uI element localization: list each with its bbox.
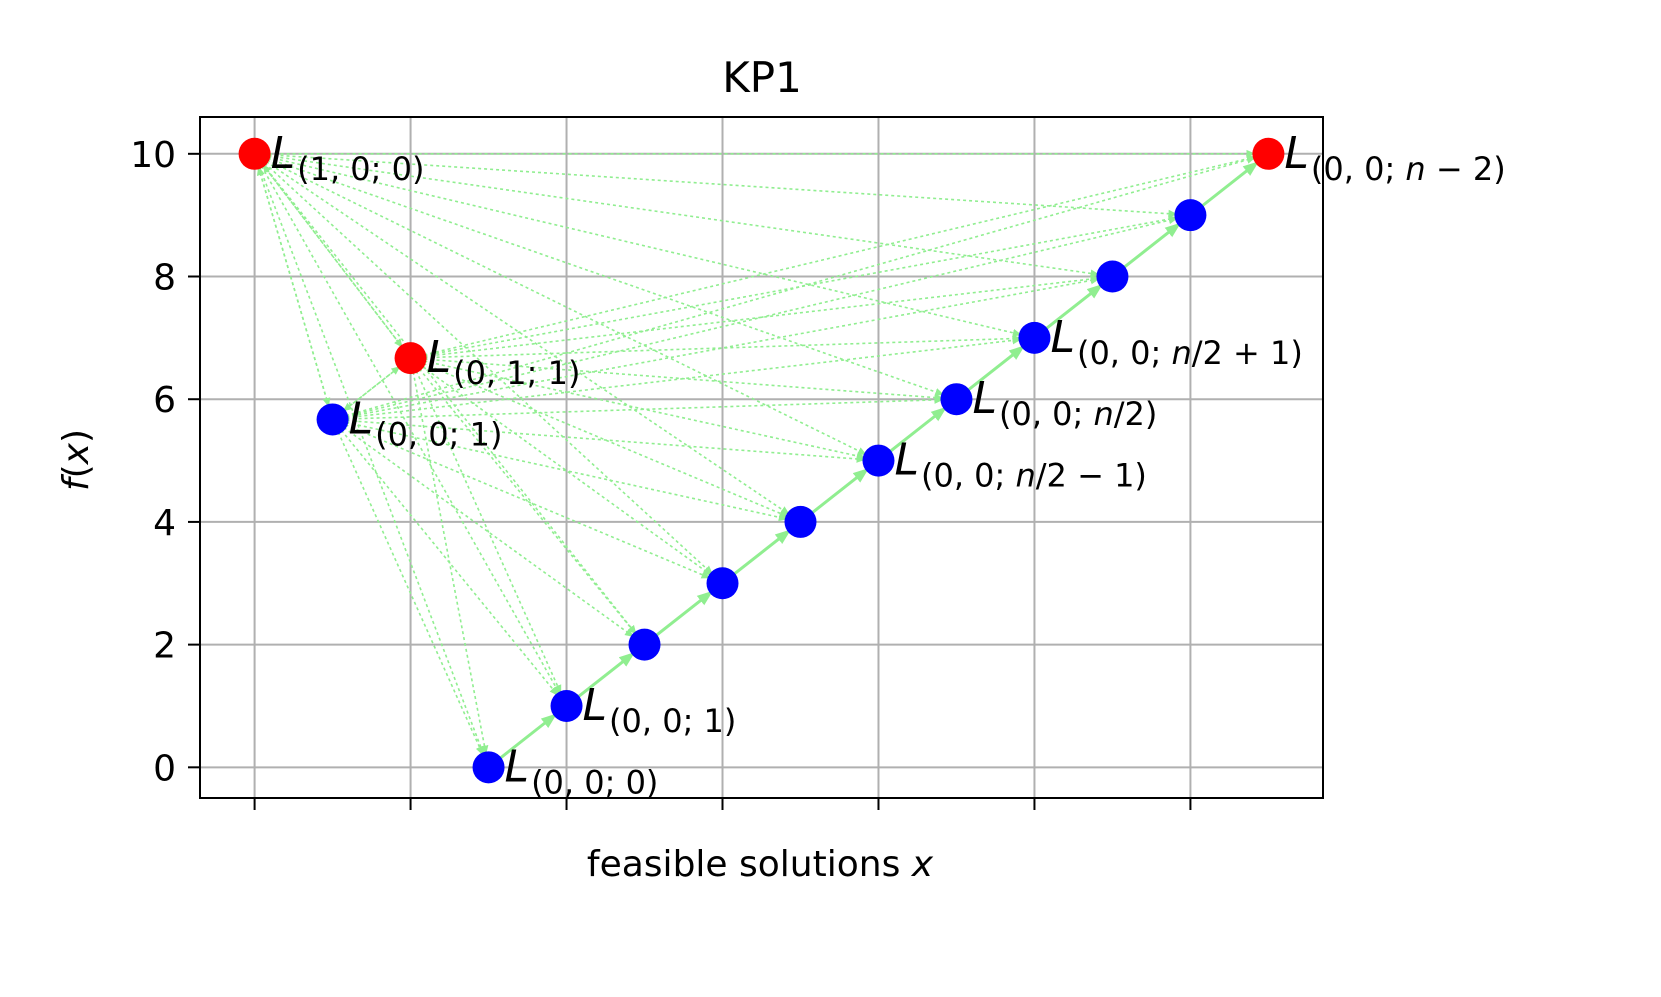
point-label: L(0, 0; n/2) — [972, 373, 1157, 433]
global-optimum-point — [394, 342, 427, 375]
y-tick-label: 6 — [153, 380, 176, 421]
y-ticks: 0 2 4 6 8 10 — [130, 135, 200, 789]
plot-area-frame — [199, 116, 1324, 799]
dotted-transition-arrow — [268, 155, 1100, 278]
dotted-transition-arrow — [345, 155, 1256, 417]
dotted-transition-arrow — [268, 156, 1022, 337]
point-label: L(0, 0; n/2 − 1) — [894, 435, 1146, 495]
y-tick-label: 8 — [153, 258, 176, 299]
y-tick-label: 10 — [130, 135, 176, 176]
dotted-transition-arrow — [423, 155, 1256, 356]
chain-transition-arrow — [576, 652, 636, 699]
point-label-base: L — [1284, 128, 1309, 179]
point-label-base: L — [972, 373, 997, 424]
point-label-base: L — [505, 741, 530, 792]
dotted-transition-arrow — [264, 162, 713, 575]
point-labels: L(0, 0; 0)L(0, 0; 1)L(0, 0; n/2 − 1)L(0,… — [271, 128, 1506, 802]
dotted-transition-arrow — [346, 419, 866, 463]
point-label-subscript: (0, 0; n/2 − 1) — [921, 457, 1147, 495]
dotted-transition-arrow — [415, 370, 562, 695]
point-label-subscript: (0, 0; n − 2) — [1311, 150, 1506, 188]
chain-transition-arrow — [1122, 222, 1181, 270]
solution-points — [238, 137, 1285, 784]
dotted-transition-arrow — [260, 165, 561, 695]
point-label: L(0, 0; n/2 + 1) — [1050, 312, 1302, 372]
point-label: L(0, 0; 1) — [349, 393, 503, 453]
local-optimum-point — [628, 628, 661, 661]
point-label-subscript: (0, 0; 0) — [531, 763, 658, 801]
point-label-subscript: (0, 1; 1) — [453, 354, 580, 392]
local-optimum-point — [862, 444, 895, 477]
x-axis-label: feasible solutions x — [587, 844, 934, 885]
global-optimum-point — [238, 137, 271, 170]
local-optimum-point — [550, 689, 583, 722]
chain-transition-arrow — [966, 345, 1026, 392]
x-ticks — [253, 798, 1192, 810]
local-optimum-point — [472, 751, 505, 784]
point-label-subscript: (0, 0; n/2 + 1) — [1077, 334, 1303, 372]
local-optimum-point — [940, 383, 973, 416]
dotted-transition-arrow — [418, 368, 637, 635]
point-label-subscript: (0, 0; n/2) — [999, 395, 1157, 433]
point-label: L(1, 0; 0) — [271, 128, 425, 188]
dotted-transition-arrow — [268, 153, 1178, 218]
chain-transition-arrow — [732, 529, 792, 576]
local-optimum-point — [1018, 321, 1051, 354]
dotted-transition-arrow — [267, 157, 945, 396]
dotted-transition-arrow — [424, 215, 1178, 357]
local-optimum-point — [784, 505, 817, 538]
chain-transition-arrow — [1044, 283, 1104, 331]
chain-transition-arrow — [498, 713, 558, 760]
dotted-transition-arrow — [412, 371, 489, 755]
y-tick-label: 0 — [153, 748, 176, 789]
dotted-transition-arrow — [337, 431, 484, 756]
grid-lines — [200, 117, 1323, 798]
chain-transition-arrow — [1200, 161, 1259, 208]
y-tick-label: 2 — [153, 626, 176, 667]
point-label: L(0, 0; n − 2) — [1284, 128, 1505, 188]
chain-transition-arrow — [888, 406, 948, 454]
dotted-transition-arrow — [265, 160, 790, 515]
point-label-base: L — [894, 435, 919, 486]
point-label-base: L — [583, 680, 608, 731]
chart-title: KP1 — [722, 53, 802, 102]
dotted-transition-arrow — [424, 275, 1100, 358]
y-axis-label: f(x) — [56, 429, 97, 491]
global-optimum-point — [1252, 137, 1285, 170]
dotted-transition-arrow — [424, 358, 944, 402]
local-optimum-point — [1174, 199, 1207, 232]
point-label: L(0, 0; 1) — [583, 680, 737, 740]
point-label-base: L — [1050, 312, 1075, 363]
dotted-transition-arrow — [346, 276, 1100, 418]
dotted-transition-arrow — [262, 164, 403, 348]
dotted-transition-arrow — [262, 164, 637, 635]
dotted-transition-arrow — [346, 336, 1022, 419]
local-optimum-point — [706, 567, 739, 600]
transition-edges — [256, 149, 1259, 760]
point-label-subscript: (0, 0; 1) — [609, 702, 736, 740]
point-label-base: L — [427, 332, 452, 383]
point-label-base: L — [271, 128, 296, 179]
point-label: L(0, 1; 1) — [427, 332, 581, 392]
point-label-base: L — [349, 393, 374, 444]
chain-transition-arrow — [810, 467, 870, 515]
y-tick-label: 4 — [153, 503, 176, 544]
point-label-subscript: (0, 0; 1) — [375, 415, 502, 453]
local-optimum-point — [1096, 260, 1129, 293]
chain-transition-arrow — [654, 590, 714, 638]
dotted-transition-arrow — [346, 216, 1178, 417]
point-label-subscript: (1, 0; 0) — [297, 150, 424, 188]
dotted-transition-arrow — [258, 166, 485, 756]
local-optimum-point — [316, 403, 349, 436]
point-label: L(0, 0; 0) — [505, 741, 659, 801]
